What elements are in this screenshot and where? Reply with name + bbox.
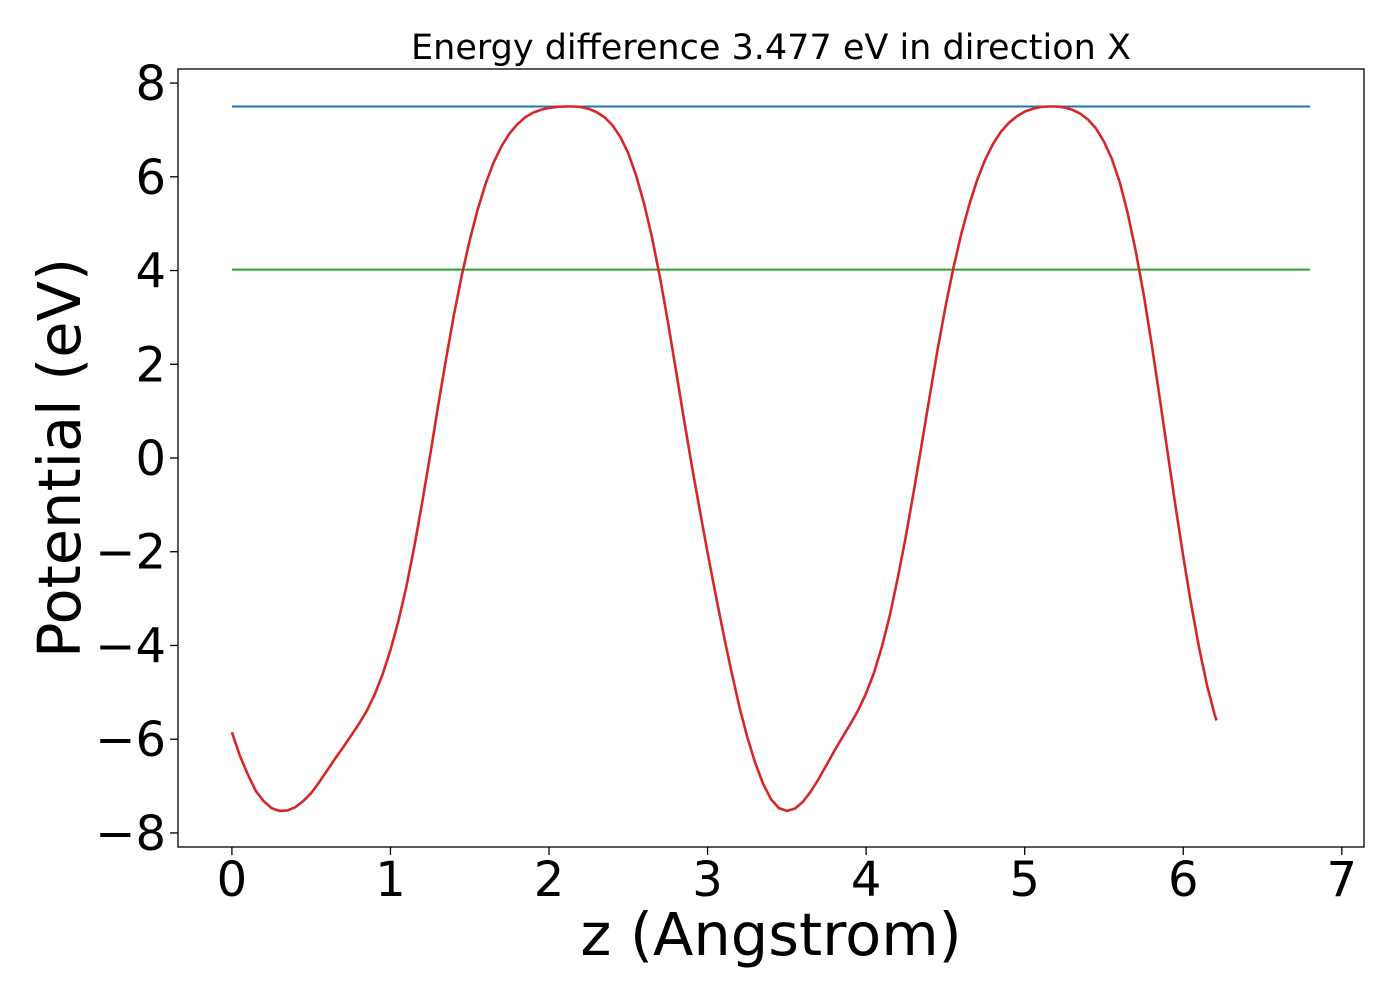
x-tick-label: 2 <box>534 852 565 908</box>
y-tick-label: −8 <box>95 806 166 862</box>
x-tick-label: 6 <box>1168 852 1199 908</box>
x-tick-label: 7 <box>1327 852 1358 908</box>
y-tick-label: 4 <box>135 244 166 300</box>
y-tick-label: 0 <box>135 431 166 487</box>
potential-line <box>230 105 1218 813</box>
y-axis: −8 −6 −4 −2 0 2 4 6 8 <box>95 56 178 862</box>
x-axis: 0 1 2 3 4 5 6 7 <box>217 847 1357 908</box>
x-tick-label: 5 <box>1009 852 1040 908</box>
y-tick-label: −4 <box>95 618 166 674</box>
x-tick-label: 4 <box>851 852 882 908</box>
y-axis-label: Potential (eV) <box>25 258 94 658</box>
y-tick-label: −6 <box>95 712 166 768</box>
chart-title: Energy difference 3.477 eV in direction … <box>411 28 1131 68</box>
y-tick-label: 6 <box>135 150 166 206</box>
y-tick-label: 2 <box>135 337 166 393</box>
x-tick-label: 1 <box>375 852 406 908</box>
series-layer <box>230 105 1311 813</box>
x-tick-label: 0 <box>217 852 248 908</box>
x-tick-label: 3 <box>692 852 723 908</box>
y-tick-label: 8 <box>135 56 166 112</box>
y-tick-label: −2 <box>95 525 166 581</box>
x-axis-label: z (Angstrom) <box>580 900 961 969</box>
